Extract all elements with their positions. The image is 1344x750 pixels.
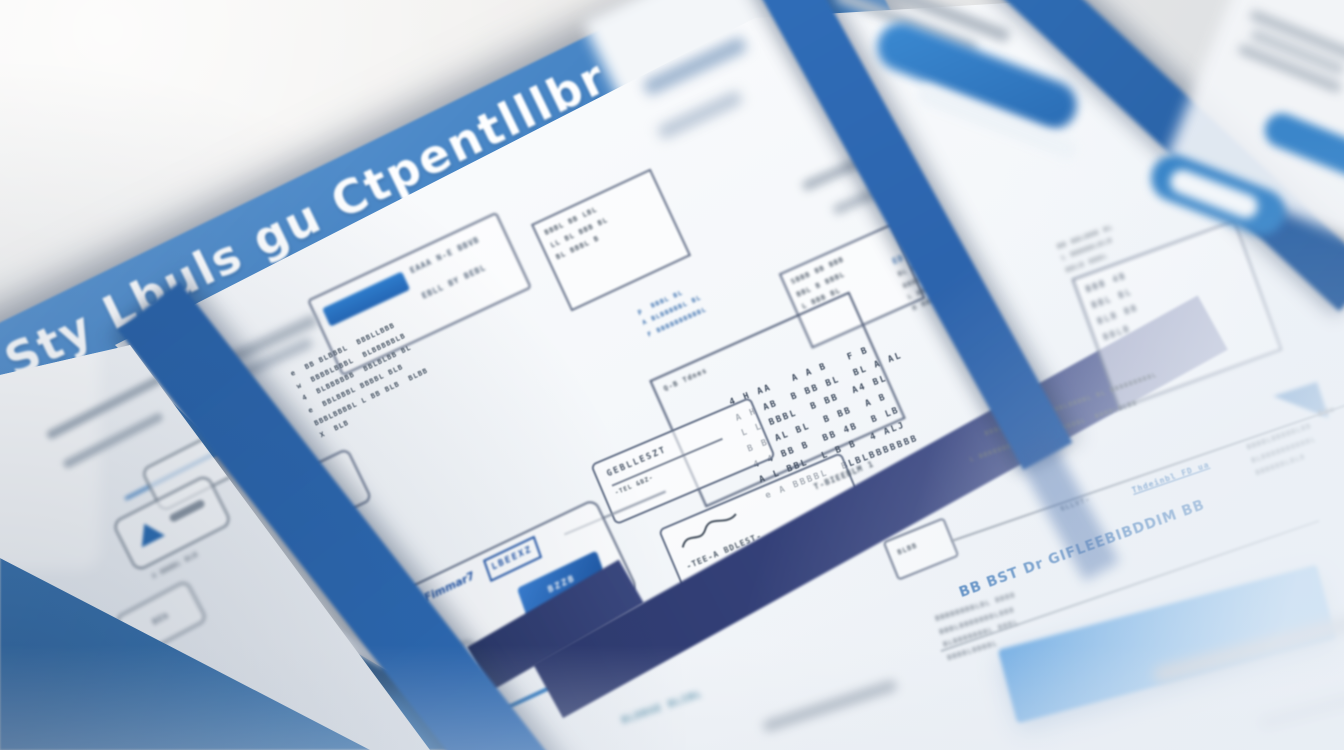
blue-note-block: p BBBL BL A BLBBBBBL BL F BBBBBBBBBBL	[635, 281, 708, 341]
small-stamp-label: BLBB	[896, 541, 919, 557]
teal-caption-2: BLDBGE BLIBL	[620, 688, 704, 727]
top-smudge-bar	[656, 89, 744, 141]
smudge-bar	[761, 678, 899, 734]
corner-badge-label: BEb	[151, 610, 171, 627]
brand-boxed-logo: LBEEXZ	[482, 535, 542, 582]
logo-side-bar	[168, 498, 206, 523]
triangle-logo-icon	[132, 517, 165, 548]
smudge-bar	[1256, 674, 1344, 732]
right-paragraph-2: BBBBLBBBBBLBB BLBBBBBBBBBBL BBBBBBLBLB	[1245, 420, 1322, 481]
column-box: BBBL BB LBL LL BL BBB BL BL BBBL B	[530, 168, 692, 312]
brand-wordmark: Fimmar7	[421, 569, 477, 605]
